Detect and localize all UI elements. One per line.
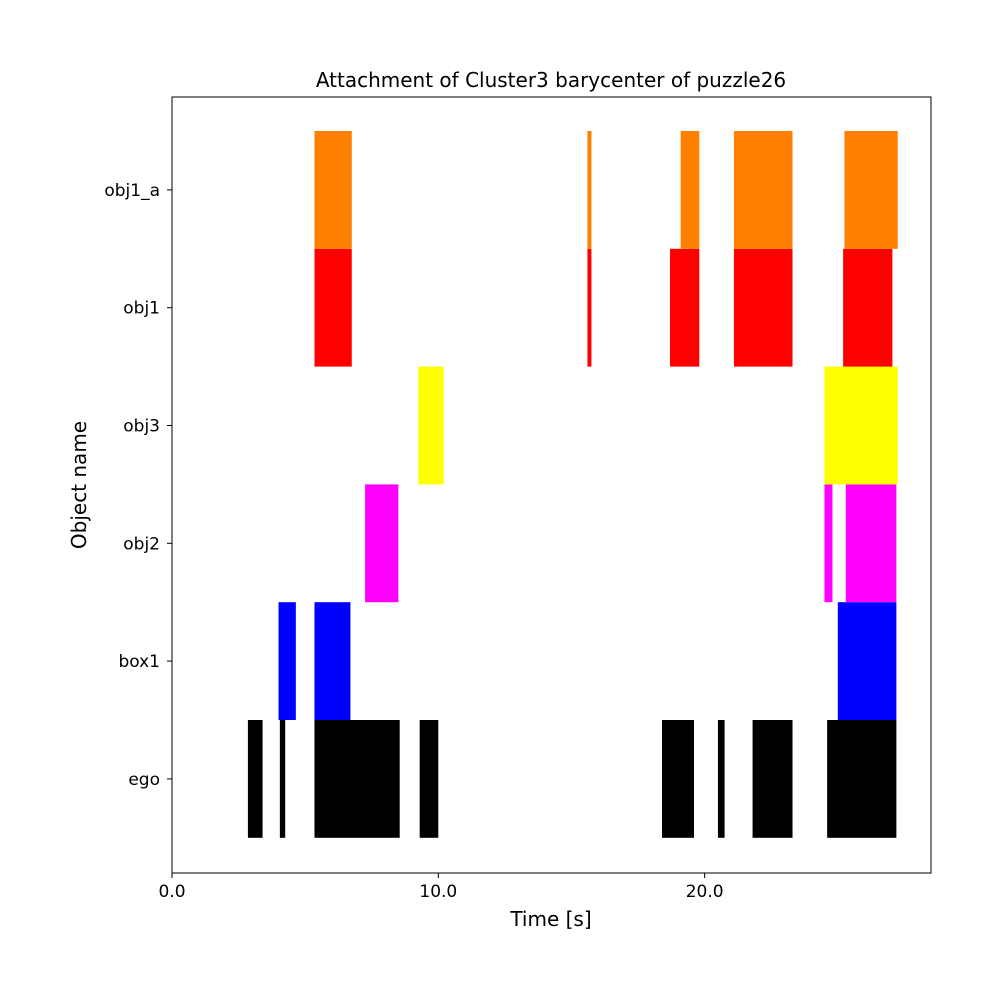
x-axis: 0.0 10.0 20.0 [158, 873, 724, 902]
y-tick-label-obj1_a: obj1_a [104, 181, 160, 201]
bar-obj1_a-4 [844, 131, 898, 249]
bar-ego-3 [419, 720, 439, 838]
bar-obj2-1 [824, 484, 833, 603]
bar-obj1-2 [670, 248, 700, 367]
bar-ego-6 [752, 720, 793, 838]
bar-obj1_a-0 [314, 131, 352, 249]
bar-ego-4 [662, 720, 694, 838]
bar-obj3-0 [418, 366, 444, 485]
bar-box1-1 [314, 602, 351, 720]
y-tick-label-ego: ego [128, 770, 160, 790]
y-tick-label-obj3: obj3 [123, 417, 160, 437]
bar-ego-2 [314, 720, 400, 838]
bar-obj1-1 [587, 248, 592, 367]
x-tick-label-1: 10.0 [419, 882, 457, 902]
bar-ego-0 [247, 720, 263, 838]
bar-obj1_a-1 [587, 131, 592, 249]
bar-box1-2 [837, 602, 897, 720]
bar-ego-5 [717, 720, 725, 838]
bar-obj1-4 [843, 248, 893, 367]
bar-obj1_a-2 [680, 131, 700, 249]
bar-obj2-0 [365, 484, 399, 603]
chart-title: Attachment of Cluster3 barycenter of puz… [316, 68, 786, 92]
y-tick-label-box1: box1 [118, 652, 160, 672]
bar-box1-0 [278, 602, 296, 720]
y-axis-label: Object name [67, 421, 91, 549]
bar-obj3-1 [824, 366, 898, 485]
bar-ego-1 [279, 720, 286, 838]
x-tick-label-0: 0.0 [158, 882, 185, 902]
x-tick-label-2: 20.0 [686, 882, 724, 902]
bars-layer [247, 131, 898, 838]
bar-obj1-0 [314, 248, 352, 367]
bar-ego-7 [827, 720, 897, 838]
bar-obj2-2 [845, 484, 897, 603]
plot-frame [171, 96, 932, 874]
y-axis: ego box1 obj2 obj3 obj1 obj1_a [104, 181, 172, 790]
bar-obj1_a-3 [733, 131, 793, 249]
bar-obj1-3 [733, 248, 793, 367]
x-axis-label: Time [s] [509, 907, 591, 931]
y-tick-label-obj2: obj2 [123, 534, 160, 554]
y-tick-label-obj1: obj1 [123, 299, 160, 319]
